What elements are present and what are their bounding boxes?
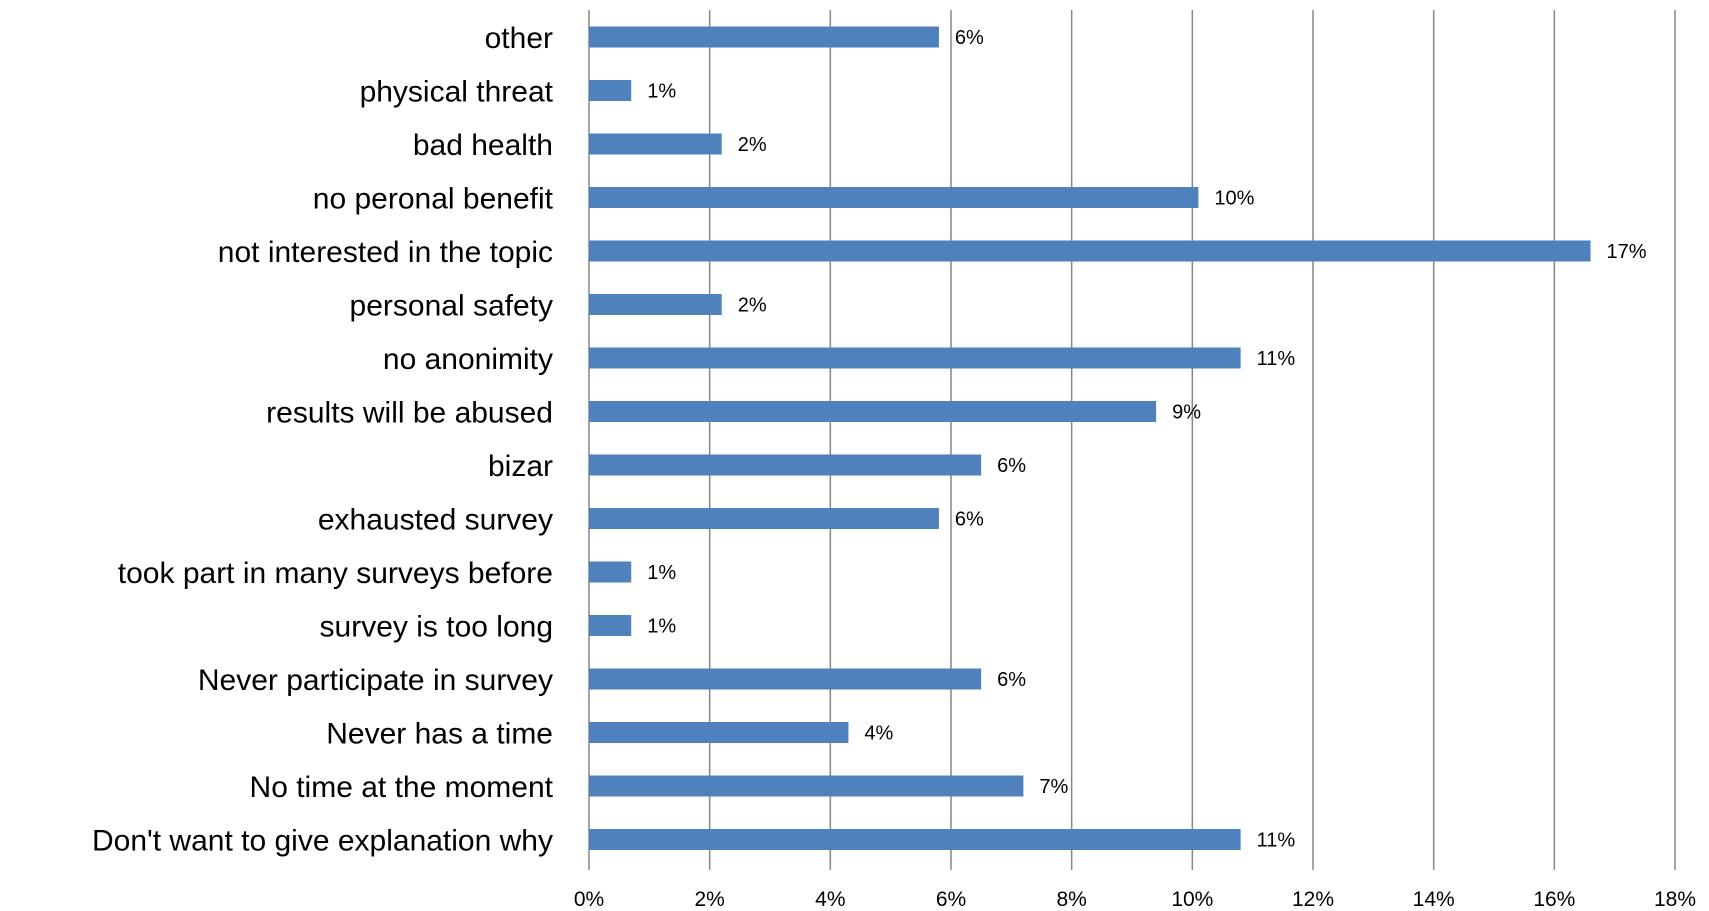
bar-data-label: 1% [647, 81, 676, 103]
bar [589, 240, 1591, 262]
x-tick-label: 2% [694, 888, 724, 911]
bar [589, 347, 1241, 369]
bar [589, 294, 722, 315]
category-labels: other physical threat bad health no peronal… [92, 22, 554, 858]
bar [589, 26, 939, 48]
bar [589, 508, 939, 529]
x-tick-label: 10% [1171, 888, 1213, 911]
bar-data-label: 10% [1214, 188, 1254, 210]
category-label: other [485, 22, 553, 55]
category-label: bizar [488, 450, 553, 483]
category-label: not interested in the topic [218, 236, 553, 269]
bar [589, 829, 1241, 850]
category-label: Don't want to give explanation why [92, 825, 553, 858]
bar [589, 775, 1024, 797]
category-label: bad health [413, 129, 553, 162]
category-label: no anonimity [383, 343, 553, 376]
bar-data-label: 17% [1607, 241, 1647, 263]
bars [589, 26, 1591, 850]
bar-data-label: 2% [738, 134, 767, 156]
bar-data-label: 6% [997, 669, 1026, 691]
x-tick-label: 18% [1654, 888, 1696, 911]
bar-data-label: 9% [1172, 402, 1201, 424]
data-labels: 6% 1% 2% 10% 17% 2% 11% 9% 6% 6% 1% 1% 6% 4% 7% 11% [647, 27, 1647, 852]
bar [589, 668, 982, 690]
bar [589, 80, 632, 101]
bar-data-label: 6% [997, 455, 1026, 477]
bar-data-label: 11% [1257, 830, 1296, 852]
x-tick-label: 16% [1533, 888, 1575, 911]
category-label: Never participate in survey [198, 664, 553, 697]
category-label: physical threat [360, 76, 554, 109]
category-label: took part in many surveys before [118, 557, 553, 590]
bar-data-label: 2% [738, 295, 767, 317]
bar [589, 133, 722, 155]
category-label: No time at the moment [250, 771, 554, 804]
category-label: personal safety [350, 290, 553, 323]
category-label: results will be abused [266, 397, 553, 430]
x-tick-label: 4% [815, 888, 845, 911]
x-tick-label: 12% [1292, 888, 1334, 911]
category-label: Never has a time [326, 718, 553, 751]
x-axis-tick-labels: 0% 2% 4% 6% 8% 10% 12% 14% 16% 18% [574, 888, 1696, 911]
bar [589, 187, 1199, 208]
bar [589, 454, 982, 476]
bar [589, 401, 1157, 422]
bar-data-label: 4% [864, 723, 893, 745]
bar-data-label: 11% [1257, 348, 1296, 370]
bar-data-label: 6% [955, 509, 984, 531]
bar-data-label: 6% [955, 27, 984, 49]
bar [589, 722, 849, 743]
category-label: exhausted survey [318, 504, 553, 537]
bar-data-label: 1% [647, 562, 676, 584]
x-tick-label: 14% [1413, 888, 1455, 911]
category-label: survey is too long [320, 611, 553, 644]
category-label: no peronal benefit [313, 183, 554, 216]
bar-data-label: 7% [1039, 776, 1068, 798]
x-tick-label: 0% [574, 888, 604, 911]
bar [589, 561, 632, 583]
bar [589, 615, 632, 636]
x-tick-label: 6% [936, 888, 966, 911]
x-tick-label: 8% [1056, 888, 1086, 911]
bar-data-label: 1% [647, 616, 676, 638]
